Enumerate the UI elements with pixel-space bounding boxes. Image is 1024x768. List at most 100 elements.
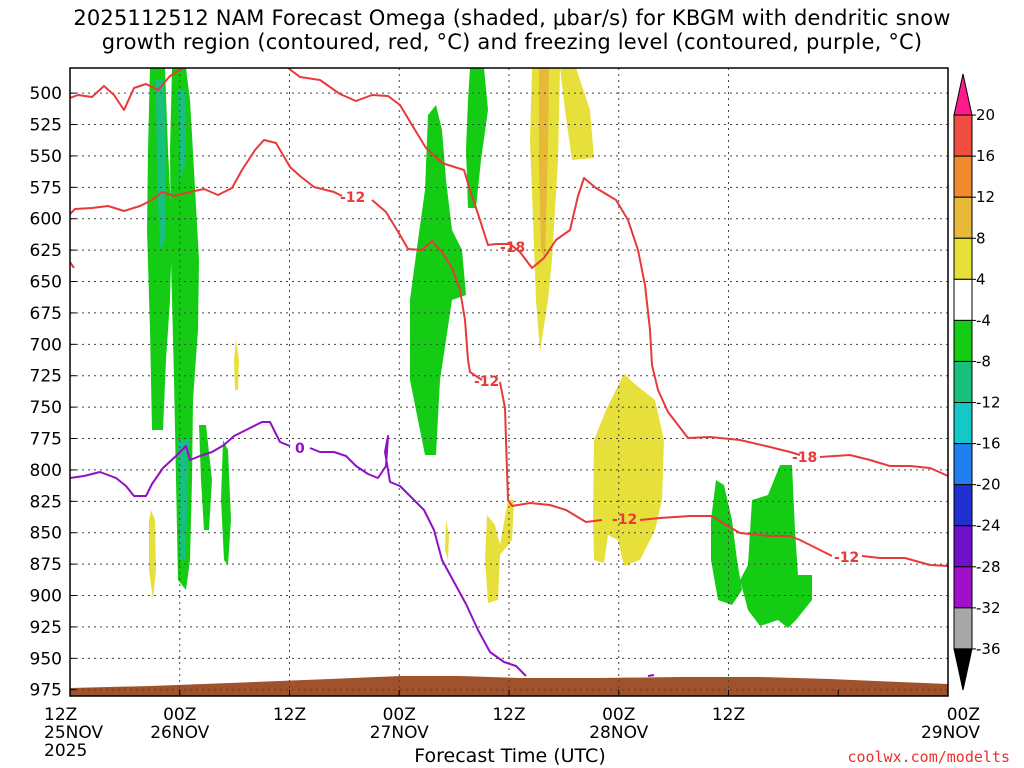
- y-tick-label: 550: [30, 147, 62, 167]
- freezing-label: 0: [295, 441, 305, 457]
- omega-cell-neg-7: [711, 480, 742, 605]
- omega-cell-neg-2b: [178, 440, 189, 560]
- dgz-label-4: -12: [612, 512, 637, 528]
- colorbar-label: 4: [976, 270, 986, 288]
- y-tick-label: 700: [30, 335, 62, 355]
- freezing-level-contour: [70, 421, 655, 677]
- omega-cell-neg-8: [740, 465, 812, 628]
- colorbar-swatch: [953, 443, 973, 486]
- gridlines: [70, 68, 948, 696]
- dgz-label-3: -12: [474, 374, 499, 390]
- y-tick-label: 725: [30, 367, 62, 387]
- x-tick-label: 12Z: [273, 705, 306, 725]
- x-tick-label: 00Z: [947, 705, 980, 725]
- y-tick-label: 500: [30, 84, 62, 104]
- omega-cell-neg-1b: [156, 80, 166, 250]
- dgz-contour-upper: [70, 68, 801, 456]
- x-tick-label: 27NOV: [370, 723, 429, 743]
- x-tick-label: 00Z: [602, 705, 635, 725]
- colorbar-label: -12: [976, 394, 1001, 412]
- y-tick-label: 750: [30, 398, 62, 418]
- x-tick-label: 12Z: [44, 705, 77, 725]
- omega-cell-neg-5: [410, 105, 466, 455]
- omega-cell-pos-2: [149, 510, 156, 600]
- y-tick-label: 925: [30, 618, 62, 638]
- colorbar-swatch: [953, 484, 973, 527]
- colorbar: 20 16 12 8 4 -4 -8 -12 -16 -20 -24 -28 -32 -36: [953, 73, 1001, 691]
- colorbar-label: -4: [976, 311, 991, 329]
- colorbar-label: -32: [976, 599, 1001, 617]
- x-tick-label: 25NOV: [44, 723, 103, 743]
- omega-cell-neg-6: [466, 68, 488, 208]
- colorbar-label: -16: [976, 435, 1001, 453]
- omega-cell-pos-5: [560, 68, 594, 160]
- y-tick-label: 775: [30, 430, 62, 450]
- colorbar-swatch: [953, 278, 973, 321]
- colorbar-top-arrow: [953, 73, 973, 116]
- x-tick-label: 12Z: [492, 705, 525, 725]
- y-tick-label: 625: [30, 241, 62, 261]
- y-tick-label: 825: [30, 492, 62, 512]
- colorbar-label: 16: [976, 147, 995, 165]
- omega-shading: [147, 68, 812, 628]
- colorbar-label: 8: [976, 229, 986, 247]
- y-tick-label: 650: [30, 273, 62, 293]
- y-tick-label: 850: [30, 524, 62, 544]
- colorbar-swatch: [953, 525, 973, 568]
- colorbar-label: -24: [976, 517, 1001, 535]
- contour-labels: -12 -18 -12 -12 -18 -12 0: [295, 190, 859, 566]
- colorbar-bottom-arrow: [953, 648, 973, 691]
- y-tick-label: 575: [30, 178, 62, 198]
- x-tick-label: 29NOV: [921, 723, 980, 743]
- colorbar-swatch: [953, 237, 973, 280]
- chart-title: 2025112512 NAM Forecast Omega (shaded, μ…: [0, 6, 1024, 54]
- x-axis-title: Forecast Time (UTC): [414, 745, 606, 767]
- dgz-label-1: -12: [340, 190, 365, 206]
- omega-cell-pos-4b: [539, 68, 549, 260]
- dgz-contour-right: [819, 454, 948, 477]
- y-tick-label: 900: [30, 587, 62, 607]
- y-tick-label: 875: [30, 555, 62, 575]
- colorbar-label: 12: [976, 188, 995, 206]
- dgz-contour-lower: [70, 139, 948, 567]
- colorbar-label: 20: [976, 106, 995, 124]
- title-line-2: growth region (contoured, red, °C) and f…: [101, 30, 923, 54]
- colorbar-swatch: [953, 196, 973, 239]
- y-tick-label: 600: [30, 210, 62, 230]
- colorbar-label: -20: [976, 476, 1001, 494]
- colorbar-swatch: [953, 114, 973, 157]
- x-tick-label: 00Z: [163, 705, 196, 725]
- colorbar-label: -36: [976, 640, 1001, 658]
- credit-text: coolwx.com/modelts: [847, 748, 1010, 766]
- colorbar-swatch: [953, 402, 973, 445]
- x-tick-label: 2025: [44, 741, 87, 761]
- y-axis: 500 525 550 575 600 625 650 675 700 725 750 775 800 8…: [30, 84, 76, 701]
- dgz-label-2: -18: [500, 240, 525, 256]
- omega-cell-neg-3: [199, 425, 212, 530]
- y-tick-label: 975: [30, 681, 62, 701]
- omega-cell-pos-1: [234, 340, 239, 390]
- colorbar-swatch: [953, 607, 973, 650]
- omega-cell-pos-3: [485, 500, 514, 603]
- y-tick-label: 950: [30, 649, 62, 669]
- x-tick-label: 00Z: [383, 705, 416, 725]
- y-tick-label: 675: [30, 304, 62, 324]
- omega-cell-neg-4: [221, 440, 231, 565]
- y-tick-label: 800: [30, 461, 62, 481]
- y-tick-label: 525: [30, 116, 62, 136]
- colorbar-label: -28: [976, 558, 1001, 576]
- x-tick-label: 26NOV: [150, 723, 209, 743]
- title-line-1: 2025112512 NAM Forecast Omega (shaded, μ…: [73, 6, 951, 30]
- colorbar-label: -8: [976, 352, 991, 370]
- omega-cell-pos-3b: [445, 520, 449, 560]
- dgz-label-6: -12: [834, 550, 859, 566]
- colorbar-swatch: [953, 319, 973, 362]
- colorbar-swatch: [953, 155, 973, 198]
- x-tick-label: 12Z: [712, 705, 745, 725]
- omega-cell-neg-2c: [178, 90, 186, 180]
- x-tick-label: 28NOV: [589, 723, 648, 743]
- dgz-label-5: -18: [792, 450, 817, 466]
- colorbar-swatch: [953, 566, 973, 609]
